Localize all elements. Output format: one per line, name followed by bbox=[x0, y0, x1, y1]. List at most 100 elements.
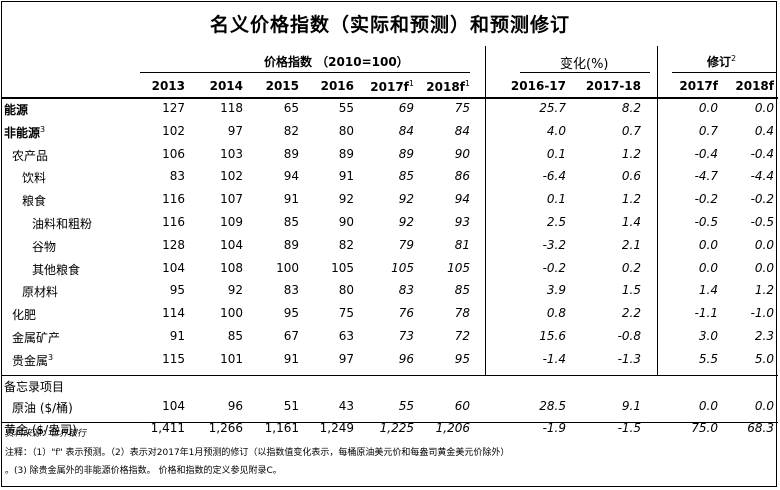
column-header: 2017f1 bbox=[350, 79, 414, 94]
column-header-text: 2017-18 bbox=[585, 79, 641, 93]
table-row-cell: -0.8 bbox=[617, 329, 641, 343]
row-label-text: 农产品 bbox=[12, 149, 49, 163]
table-row-label: 化肥 bbox=[12, 306, 36, 323]
memo-row-cell: 96 bbox=[227, 399, 243, 413]
table-row-cell: 94 bbox=[283, 169, 299, 183]
table-row-cell: 91 bbox=[283, 192, 299, 206]
row-label-footnote: 3 bbox=[48, 353, 54, 362]
table-row-cell: 115 bbox=[162, 352, 185, 366]
table-row-cell: 89 bbox=[398, 147, 414, 161]
row-label-text: 原材料 bbox=[22, 285, 59, 299]
table-row-cell: -0.2 bbox=[694, 192, 718, 206]
memo-row-cell: 0.0 bbox=[698, 399, 718, 413]
table-row-cell: 92 bbox=[398, 215, 414, 229]
table-row-cell: -0.2 bbox=[750, 192, 774, 206]
table-row-cell: 104 bbox=[162, 261, 185, 275]
table-row-cell: 2.2 bbox=[621, 306, 641, 320]
row-label-footnote: 3 bbox=[40, 125, 46, 134]
revision-label: 修订 bbox=[707, 55, 732, 69]
table-row-cell: -4.4 bbox=[750, 169, 774, 183]
table-row-cell: 109 bbox=[220, 215, 243, 229]
table-row-cell: 0.0 bbox=[698, 101, 718, 115]
memo-row-cell: 43 bbox=[338, 399, 354, 413]
column-header-text: 2015 bbox=[265, 79, 299, 93]
table-row-cell: 103 bbox=[220, 147, 243, 161]
column-header-footnote: 1 bbox=[408, 79, 414, 88]
table-row-cell: 73 bbox=[398, 329, 414, 343]
table-row-cell: 1.5 bbox=[621, 283, 641, 297]
table-row-cell: 0.4 bbox=[754, 124, 774, 138]
column-header: 2017-18 bbox=[577, 79, 641, 93]
table-row-cell: 100 bbox=[276, 261, 299, 275]
memo-row-cell: 1,411 bbox=[150, 421, 185, 435]
table-row-cell: 128 bbox=[162, 238, 185, 252]
table-row-cell: 89 bbox=[283, 147, 299, 161]
table-row-cell: 1.4 bbox=[698, 283, 718, 297]
table-row-label: 非能源3 bbox=[4, 124, 45, 141]
row-label-text: 贵金属 bbox=[12, 354, 49, 368]
table-row-cell: 91 bbox=[283, 352, 299, 366]
column-divider-2 bbox=[657, 46, 658, 376]
column-header: 2014 bbox=[179, 79, 243, 93]
table-row-cell: -0.4 bbox=[750, 147, 774, 161]
table-row-cell: 75 bbox=[338, 306, 354, 320]
table-row-cell: -0.5 bbox=[694, 215, 718, 229]
table-row-cell: 2.5 bbox=[546, 215, 566, 229]
table-row-cell: -1.3 bbox=[617, 352, 641, 366]
column-divider-1 bbox=[485, 46, 486, 376]
table-row-cell: 79 bbox=[398, 238, 414, 252]
table-row-label: 油料和粗粉 bbox=[32, 215, 92, 232]
table-row-cell: 92 bbox=[227, 283, 243, 297]
table-row-cell: 0.0 bbox=[698, 238, 718, 252]
table-row-cell: 63 bbox=[338, 329, 354, 343]
table-row-cell: 3.9 bbox=[546, 283, 566, 297]
table-row-cell: 91 bbox=[338, 169, 354, 183]
table-row-cell: 93 bbox=[454, 215, 470, 229]
table-row-cell: 0.1 bbox=[546, 192, 566, 206]
row-label-text: 谷物 bbox=[32, 240, 57, 254]
table-row-cell: 5.0 bbox=[754, 352, 774, 366]
revision-underline bbox=[672, 72, 776, 73]
table-row-cell: 127 bbox=[162, 101, 185, 115]
memo-row-cell: 51 bbox=[283, 399, 299, 413]
row-label-text: 油料和粗粉 bbox=[32, 217, 93, 231]
memo-row-cell: -1.5 bbox=[617, 421, 641, 435]
memo-row-cell: 28.5 bbox=[539, 399, 566, 413]
table-row-cell: 72 bbox=[454, 329, 470, 343]
footnote-line-2: 。(3) 除贵金属外的非能源价格指数。 价格和指数的定义参见附录C。 bbox=[5, 466, 282, 476]
table-row-cell: 0.7 bbox=[621, 124, 641, 138]
table-row-cell: 67 bbox=[283, 329, 299, 343]
table-row-cell: -1.0 bbox=[750, 306, 774, 320]
table-row-cell: 82 bbox=[338, 238, 354, 252]
table-row-cell: 97 bbox=[227, 124, 243, 138]
table-row-cell: 1.2 bbox=[754, 283, 774, 297]
row-label-text: 黄金 ($/盎司) bbox=[4, 423, 77, 437]
table-row-cell: 92 bbox=[338, 192, 354, 206]
table-row-label: 谷物 bbox=[32, 238, 56, 255]
table-row-cell: 108 bbox=[220, 261, 243, 275]
table-row-cell: 0.2 bbox=[621, 261, 641, 275]
table-row-cell: 80 bbox=[338, 124, 354, 138]
table-row-cell: 82 bbox=[283, 124, 299, 138]
table-row-cell: 96 bbox=[398, 352, 414, 366]
column-header-text: 2018f bbox=[426, 80, 465, 94]
column-header: 2018f 1 bbox=[406, 79, 470, 94]
memo-row-cell: 60 bbox=[454, 399, 470, 413]
table-row-cell: 95 bbox=[169, 283, 185, 297]
row-label-text: 化肥 bbox=[12, 308, 37, 322]
table-row-cell: 55 bbox=[338, 101, 354, 115]
price-index-underline bbox=[140, 72, 470, 73]
column-header: 2016-17 bbox=[502, 79, 566, 93]
row-label-text: 能源 bbox=[4, 103, 29, 117]
table-row-cell: 0.0 bbox=[754, 238, 774, 252]
memo-row-cell: 68.3 bbox=[747, 421, 774, 435]
column-header-text: 2017f bbox=[370, 80, 409, 94]
column-header-text: 2013 bbox=[151, 79, 185, 93]
table-row-cell: 114 bbox=[162, 306, 185, 320]
change-group-header: 变化(%) bbox=[560, 57, 609, 72]
table-row-cell: 15.6 bbox=[539, 329, 566, 343]
table-row-cell: 2.1 bbox=[621, 238, 641, 252]
table-row-cell: 83 bbox=[169, 169, 185, 183]
table-row-label: 金属矿产 bbox=[12, 329, 60, 346]
